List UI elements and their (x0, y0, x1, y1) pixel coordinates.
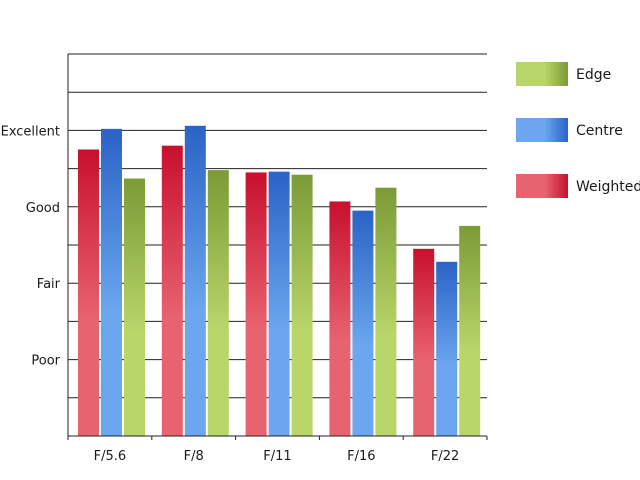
x-tick-label: F/8 (184, 449, 204, 464)
x-tick-label: F/22 (431, 449, 459, 464)
bar-edge-4 (459, 225, 481, 436)
bar-centre-1 (184, 125, 206, 436)
bar-weighted-0 (78, 149, 99, 436)
legend-label-centre: Centre (576, 123, 623, 139)
x-tick-label: F/5.6 (94, 449, 127, 464)
bar-centre-2 (268, 171, 290, 436)
bar-edge-0 (124, 178, 145, 437)
legend-label-edge: Edge (576, 67, 611, 83)
bars (78, 125, 481, 437)
bar-weighted-1 (161, 145, 183, 436)
legend-swatch-weighted (516, 174, 568, 198)
legend-swatch-centre (516, 118, 568, 142)
legend: Edge Centre Weighted (516, 62, 640, 198)
legend-swatch-edge (516, 62, 568, 86)
bar-centre-0 (101, 128, 122, 436)
x-tick-label: F/16 (347, 449, 375, 464)
bar-weighted-2 (245, 172, 267, 437)
bar-weighted-3 (329, 201, 351, 436)
legend-label-weighted: Weighted (576, 179, 640, 195)
y-tick-label: Fair (37, 277, 61, 292)
y-tick-label: Excellent (1, 124, 60, 139)
bar-edge-1 (207, 170, 229, 437)
axes (67, 54, 487, 437)
y-tick-label: Good (26, 201, 60, 216)
bar-centre-3 (352, 210, 374, 436)
bar-edge-2 (291, 174, 313, 436)
bar-edge-3 (375, 187, 397, 436)
x-tick-labels: F/5.6 F/8 F/11 F/16 F/22 (67, 436, 488, 464)
x-tick-label: F/11 (263, 449, 291, 464)
y-tick-label: Poor (31, 354, 60, 369)
bar-weighted-4 (413, 248, 435, 436)
bar-centre-4 (436, 261, 458, 436)
y-tick-labels: Poor Fair Good Excellent (1, 124, 61, 368)
